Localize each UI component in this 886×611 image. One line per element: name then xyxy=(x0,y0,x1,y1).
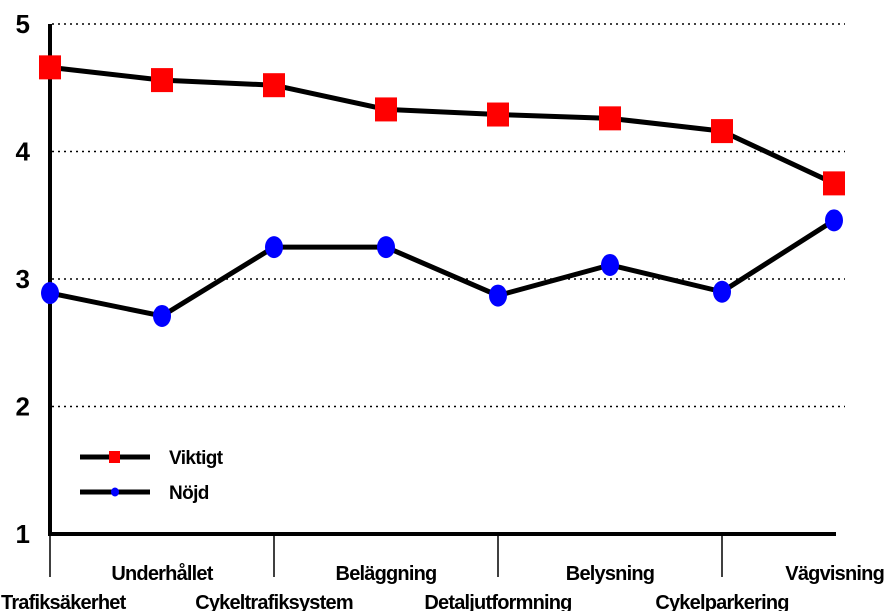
gridlines xyxy=(52,23,845,408)
y-tick-label: 2 xyxy=(16,392,30,422)
x-category-label: Underhållet xyxy=(111,562,213,585)
x-category-label: Detaljutformning xyxy=(424,592,571,611)
data-point-square xyxy=(263,73,285,98)
x-category-label: Beläggning xyxy=(336,563,437,585)
y-tick-label: 3 xyxy=(16,264,30,294)
y-tick-label: 1 xyxy=(16,519,30,549)
data-point-circle xyxy=(489,284,507,307)
legend-label: Viktigt xyxy=(169,448,224,469)
x-category-label: Trafiksäkerhet xyxy=(1,592,127,611)
data-point-circle xyxy=(601,253,619,276)
series-line-0 xyxy=(49,64,836,186)
x-category-label: Vägvisning xyxy=(785,563,884,585)
data-point-square xyxy=(39,55,61,80)
data-point-circle xyxy=(41,282,59,305)
x-category-label: Belysning xyxy=(566,563,654,585)
legend-marker-circle xyxy=(111,487,119,497)
axes xyxy=(48,24,836,536)
data-point-circle xyxy=(825,209,843,232)
series-group xyxy=(39,55,845,327)
legend-marker-square xyxy=(109,451,120,463)
x-category-label: Cykelparkering xyxy=(655,592,788,611)
data-point-square xyxy=(711,119,733,144)
data-point-circle xyxy=(377,236,395,259)
data-point-circle xyxy=(153,304,171,327)
y-tick-labels: 1 2 3 4 5 xyxy=(16,9,31,549)
data-point-circle xyxy=(713,280,731,303)
data-point-circle xyxy=(265,236,283,259)
y-tick-label: 5 xyxy=(16,9,30,39)
y-tick-label: 4 xyxy=(16,137,31,167)
data-point-square xyxy=(599,106,621,131)
data-point-square xyxy=(487,102,509,127)
data-point-square xyxy=(375,97,397,122)
x-tick-labels: Trafiksäkerhet Underhållet Cykeltrafiksyst… xyxy=(1,536,885,611)
legend-label: Nöjd xyxy=(169,483,209,504)
legend: Viktigt Nöjd xyxy=(80,448,224,504)
series-line-1 xyxy=(49,218,836,319)
x-category-label: Cykeltrafiksystem xyxy=(195,592,353,611)
data-point-square xyxy=(823,171,845,196)
data-point-square xyxy=(151,68,173,93)
